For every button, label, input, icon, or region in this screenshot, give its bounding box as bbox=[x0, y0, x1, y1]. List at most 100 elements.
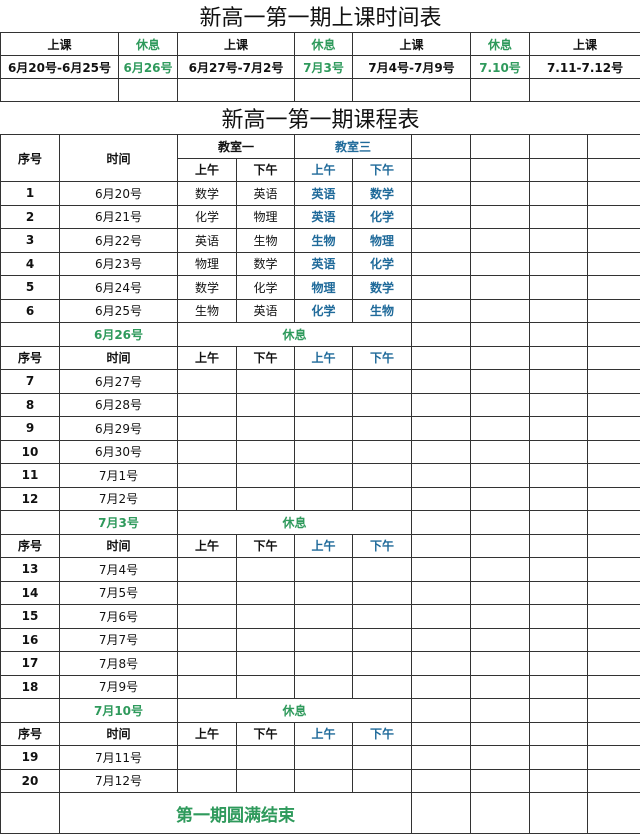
course-cell[interactable]: 英语 bbox=[237, 299, 295, 323]
seq-header[interactable]: 序号 bbox=[1, 534, 60, 558]
course-cell[interactable] bbox=[353, 652, 412, 676]
date-cell[interactable]: 6月29号 bbox=[60, 417, 178, 441]
date-cell[interactable]: 6月20号 bbox=[60, 182, 178, 206]
time-header[interactable]: 时间 bbox=[60, 135, 178, 182]
empty-cell[interactable] bbox=[412, 746, 471, 770]
empty-cell[interactable] bbox=[412, 205, 471, 229]
empty-cell[interactable] bbox=[530, 323, 588, 347]
empty-cell[interactable] bbox=[588, 229, 640, 253]
empty-cell[interactable] bbox=[412, 393, 471, 417]
empty-cell[interactable] bbox=[530, 79, 640, 102]
course-cell[interactable] bbox=[295, 487, 353, 511]
empty-cell[interactable] bbox=[412, 417, 471, 441]
empty-cell[interactable] bbox=[412, 229, 471, 253]
course-cell[interactable] bbox=[295, 746, 353, 770]
empty-cell[interactable] bbox=[1, 79, 119, 102]
empty-cell[interactable] bbox=[530, 346, 588, 370]
course-cell[interactable]: 英语 bbox=[295, 182, 353, 206]
empty-cell[interactable] bbox=[353, 79, 471, 102]
empty-cell[interactable] bbox=[471, 464, 530, 488]
course-cell[interactable] bbox=[237, 675, 295, 699]
date-cell[interactable]: 6月23号 bbox=[60, 252, 178, 276]
course-cell[interactable]: 英语 bbox=[295, 205, 353, 229]
rest-date[interactable]: 6月26号 bbox=[60, 323, 178, 347]
course-cell[interactable]: 英语 bbox=[237, 182, 295, 206]
empty-cell[interactable] bbox=[530, 370, 588, 394]
pm-header[interactable]: 下午 bbox=[353, 722, 412, 746]
date-cell[interactable]: 7月11号 bbox=[60, 746, 178, 770]
schedule-header-cell[interactable]: 休息 bbox=[119, 33, 178, 56]
course-cell[interactable] bbox=[178, 440, 237, 464]
course-cell[interactable] bbox=[178, 393, 237, 417]
empty-cell[interactable] bbox=[588, 652, 640, 676]
empty-cell[interactable] bbox=[471, 135, 530, 159]
course-cell[interactable] bbox=[237, 487, 295, 511]
footer-text[interactable]: 第一期圆满结束 bbox=[60, 793, 412, 834]
course-cell[interactable]: 数学 bbox=[178, 276, 237, 300]
empty-cell[interactable] bbox=[588, 534, 640, 558]
course-cell[interactable] bbox=[178, 605, 237, 629]
seq-cell[interactable]: 5 bbox=[1, 276, 60, 300]
rest-date[interactable]: 7月10号 bbox=[60, 699, 178, 723]
schedule-header-cell[interactable]: 上课 bbox=[178, 33, 295, 56]
pm-header[interactable]: 下午 bbox=[237, 158, 295, 182]
empty-cell[interactable] bbox=[530, 534, 588, 558]
schedule-date-cell[interactable]: 7.11-7.12号 bbox=[530, 56, 640, 79]
empty-cell[interactable] bbox=[530, 299, 588, 323]
empty-cell[interactable] bbox=[588, 675, 640, 699]
empty-cell[interactable] bbox=[119, 79, 178, 102]
schedule-header-cell[interactable]: 休息 bbox=[295, 33, 353, 56]
course-cell[interactable] bbox=[178, 558, 237, 582]
empty-cell[interactable] bbox=[412, 605, 471, 629]
course-cell[interactable] bbox=[178, 370, 237, 394]
empty-cell[interactable] bbox=[588, 699, 640, 723]
am-header[interactable]: 上午 bbox=[178, 534, 237, 558]
seq-header[interactable]: 序号 bbox=[1, 135, 60, 182]
course-cell[interactable] bbox=[295, 605, 353, 629]
empty-cell[interactable] bbox=[412, 699, 471, 723]
empty-cell[interactable] bbox=[471, 534, 530, 558]
empty-cell[interactable] bbox=[471, 440, 530, 464]
rest-label[interactable]: 休息 bbox=[178, 699, 412, 723]
empty-cell[interactable] bbox=[412, 276, 471, 300]
course-cell[interactable]: 英语 bbox=[178, 229, 237, 253]
seq-cell[interactable]: 7 bbox=[1, 370, 60, 394]
empty-cell[interactable] bbox=[530, 746, 588, 770]
date-cell[interactable]: 6月30号 bbox=[60, 440, 178, 464]
empty-cell[interactable] bbox=[471, 299, 530, 323]
empty-cell[interactable] bbox=[530, 675, 588, 699]
empty-cell[interactable] bbox=[530, 205, 588, 229]
course-cell[interactable]: 化学 bbox=[295, 299, 353, 323]
empty-cell[interactable] bbox=[588, 581, 640, 605]
date-cell[interactable]: 7月9号 bbox=[60, 675, 178, 699]
seq-cell[interactable]: 1 bbox=[1, 182, 60, 206]
seq-cell[interactable]: 4 bbox=[1, 252, 60, 276]
course-cell[interactable]: 化学 bbox=[353, 252, 412, 276]
course-cell[interactable] bbox=[237, 417, 295, 441]
empty-cell[interactable] bbox=[588, 605, 640, 629]
course-cell[interactable]: 英语 bbox=[295, 252, 353, 276]
empty-cell[interactable] bbox=[471, 346, 530, 370]
pm-header[interactable]: 下午 bbox=[237, 346, 295, 370]
date-cell[interactable]: 6月24号 bbox=[60, 276, 178, 300]
course-cell[interactable]: 物理 bbox=[295, 276, 353, 300]
empty-cell[interactable] bbox=[412, 628, 471, 652]
empty-cell[interactable] bbox=[412, 299, 471, 323]
course-cell[interactable] bbox=[295, 393, 353, 417]
seq-cell[interactable]: 18 bbox=[1, 675, 60, 699]
empty-cell[interactable] bbox=[295, 79, 353, 102]
empty-cell[interactable] bbox=[471, 79, 530, 102]
course-cell[interactable] bbox=[295, 581, 353, 605]
empty-cell[interactable] bbox=[471, 487, 530, 511]
seq-header[interactable]: 序号 bbox=[1, 722, 60, 746]
course-cell[interactable] bbox=[237, 581, 295, 605]
course-cell[interactable] bbox=[295, 417, 353, 441]
empty-cell[interactable] bbox=[588, 252, 640, 276]
schedule-date-cell[interactable]: 7.10号 bbox=[471, 56, 530, 79]
time-header[interactable]: 时间 bbox=[60, 722, 178, 746]
empty-cell[interactable] bbox=[530, 393, 588, 417]
empty-cell[interactable] bbox=[412, 487, 471, 511]
course-cell[interactable] bbox=[295, 652, 353, 676]
empty-cell[interactable] bbox=[588, 182, 640, 206]
empty-cell[interactable] bbox=[412, 323, 471, 347]
